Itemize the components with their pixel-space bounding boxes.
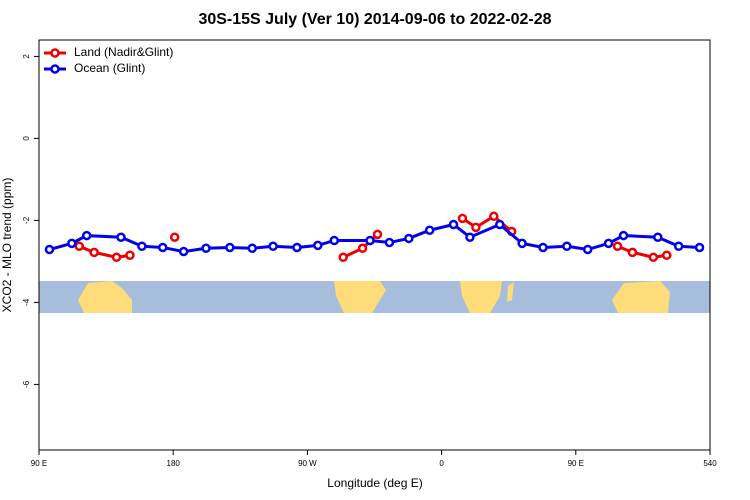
point — [247, 243, 257, 254]
point — [662, 250, 672, 260]
point — [653, 232, 663, 242]
plot-frame — [38, 39, 711, 451]
point — [365, 235, 375, 246]
point — [612, 241, 623, 251]
continent — [507, 282, 514, 302]
legend-marker — [50, 64, 60, 74]
point — [562, 241, 572, 251]
y-tick-label: 0 — [22, 136, 31, 141]
map-strip — [39, 281, 710, 313]
x-tick-label: 0 — [439, 459, 444, 468]
point — [74, 241, 85, 251]
legend-marker — [50, 48, 60, 58]
x-tick-label: 90 W — [298, 459, 317, 468]
point — [517, 238, 527, 249]
continent — [612, 281, 670, 313]
point — [465, 232, 475, 242]
point — [603, 238, 614, 249]
point — [338, 252, 348, 263]
y-tick-label: -2 — [22, 216, 31, 224]
point — [44, 244, 55, 255]
point — [116, 232, 126, 242]
point — [125, 250, 135, 260]
point — [404, 233, 414, 244]
point — [111, 252, 122, 263]
point — [489, 211, 499, 222]
point — [89, 247, 99, 258]
y-axis-label: XCO2 - MLO trend (ppm) — [0, 178, 14, 313]
point — [372, 229, 383, 240]
point — [457, 213, 468, 224]
continent — [460, 281, 502, 313]
point — [137, 241, 147, 251]
x-tick-label: 90 E — [568, 459, 584, 468]
point — [178, 246, 189, 257]
point — [582, 244, 593, 255]
legend-label: Land (Nadir&Glint) — [74, 45, 173, 59]
point — [268, 241, 278, 251]
y-tick-label: -4 — [22, 298, 31, 306]
point — [329, 235, 339, 246]
point — [67, 238, 77, 249]
point — [169, 232, 180, 242]
point — [448, 219, 459, 230]
x-tick-label: 90 E — [31, 459, 47, 468]
point — [673, 241, 684, 251]
legend-label: Ocean (Glint) — [74, 61, 145, 75]
y-tick-label: -6 — [22, 380, 31, 388]
point — [357, 243, 368, 254]
continent — [78, 281, 132, 313]
point — [292, 242, 302, 253]
point — [424, 225, 435, 235]
point — [694, 242, 705, 253]
y-tick-label: 2 — [22, 54, 31, 59]
point — [495, 219, 505, 230]
point — [627, 247, 638, 258]
point — [618, 230, 629, 241]
continent — [334, 281, 386, 313]
x-tick-label: 180 — [167, 459, 181, 468]
point — [81, 230, 92, 241]
point — [538, 242, 548, 253]
point — [158, 242, 168, 253]
chart-title: 30S-15S July (Ver 10) 2014-09-06 to 2022… — [198, 11, 551, 28]
point — [201, 243, 211, 254]
point — [648, 252, 659, 263]
x-axis-label: Longitude (deg E) — [327, 476, 422, 490]
x-tick-label: 540 — [703, 459, 717, 468]
point — [225, 242, 235, 253]
point — [471, 222, 481, 233]
point — [313, 240, 323, 251]
point — [384, 237, 395, 248]
